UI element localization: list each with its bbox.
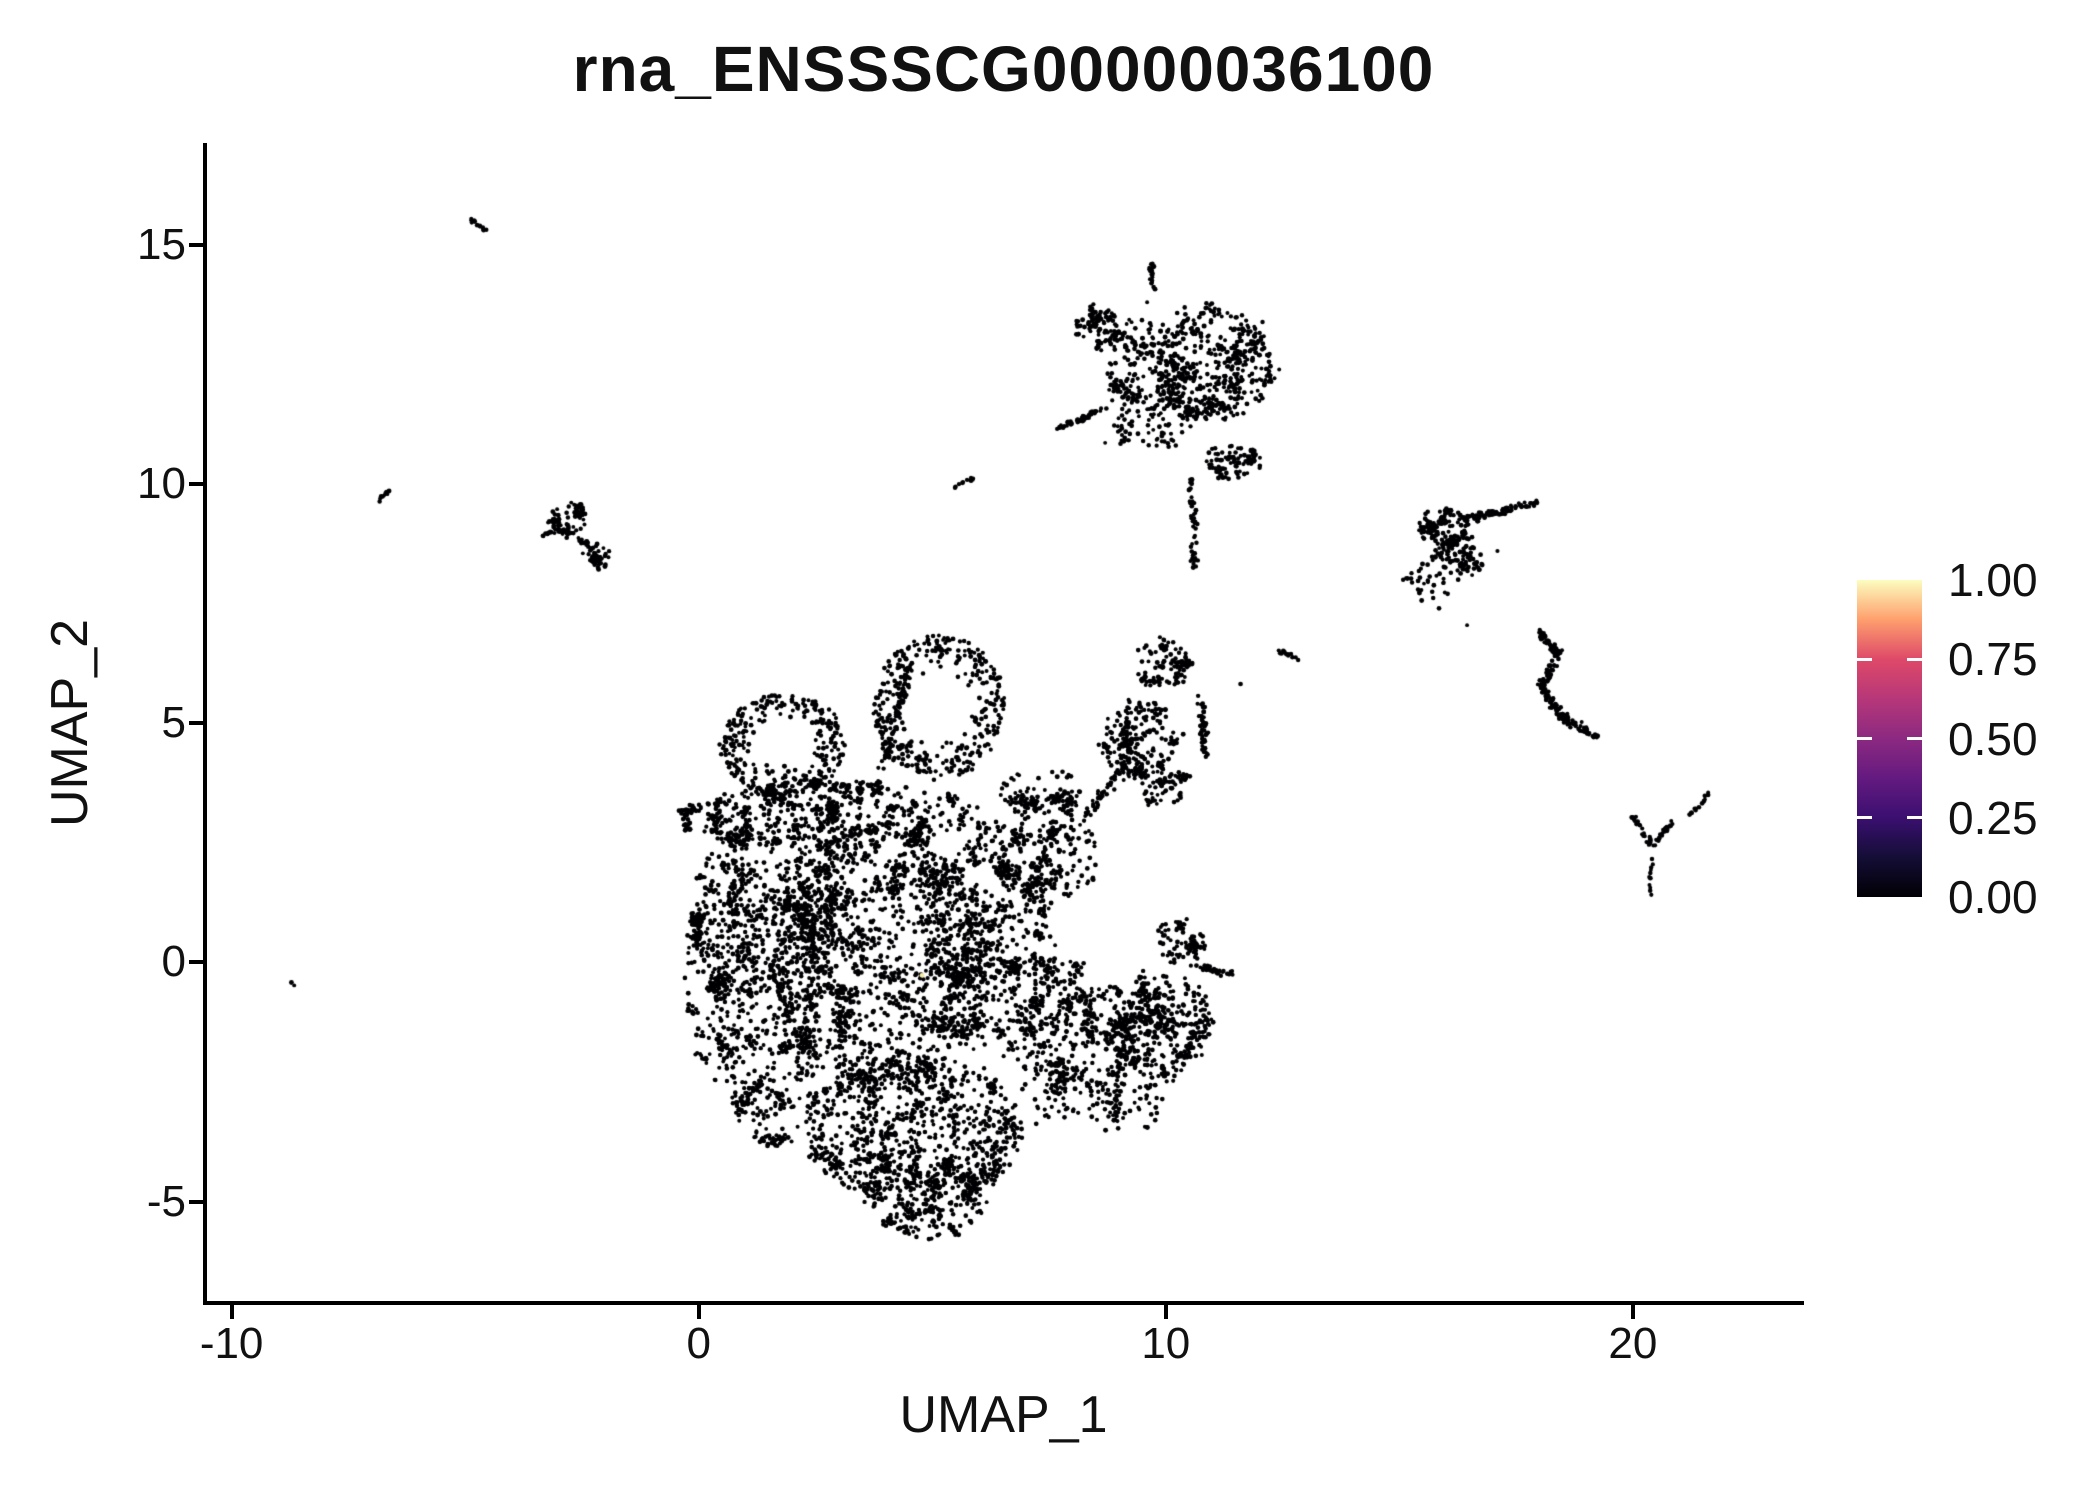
colorbar-tick <box>1857 657 1872 661</box>
legend-label-0.75: 0.75 <box>1948 633 2038 686</box>
legend-label-0.50: 0.50 <box>1948 712 2038 765</box>
x-axis-title: UMAP_1 <box>899 1386 1108 1444</box>
x-tick-mark <box>696 1305 701 1319</box>
x-tick-mark <box>229 1305 234 1319</box>
y-tick-mark <box>189 960 203 965</box>
x-tick-label-neg10: -10 <box>199 1319 264 1368</box>
x-tick-label-20: 20 <box>1608 1319 1658 1368</box>
y-tick-label-15: 15 <box>137 219 186 269</box>
y-tick-label-neg5: -5 <box>146 1176 186 1226</box>
y-tick-mark <box>189 242 203 247</box>
y-tick-mark <box>189 721 203 726</box>
y-axis-line <box>203 143 207 1305</box>
colorbar-tick <box>1857 737 1872 740</box>
x-tick-label-0: 0 <box>686 1319 711 1368</box>
x-tick-mark <box>1163 1305 1168 1319</box>
y-tick-label-10: 10 <box>137 459 186 509</box>
x-axis-line <box>203 1301 1804 1305</box>
colorbar-tick <box>1907 657 1922 661</box>
x-tick-mark <box>1630 1305 1635 1319</box>
colorbar-tick <box>1857 816 1872 820</box>
colorbar-tick <box>1907 816 1922 820</box>
y-tick-label-5: 5 <box>161 698 186 748</box>
y-axis-title: UMAP_2 <box>41 618 99 828</box>
x-tick-label-10: 10 <box>1141 1319 1191 1368</box>
y-tick-label-0: 0 <box>161 937 186 987</box>
colorbar-tick <box>1907 737 1922 740</box>
plot-title: rna_ENSSSCG00000036100 <box>572 33 1435 105</box>
legend-label-0.00: 0.00 <box>1948 871 2038 923</box>
legend-label-0.25: 0.25 <box>1948 791 2038 844</box>
legend-label-1.00: 1.00 <box>1948 554 2038 606</box>
y-tick-mark <box>189 1199 203 1204</box>
y-tick-mark <box>189 482 203 487</box>
